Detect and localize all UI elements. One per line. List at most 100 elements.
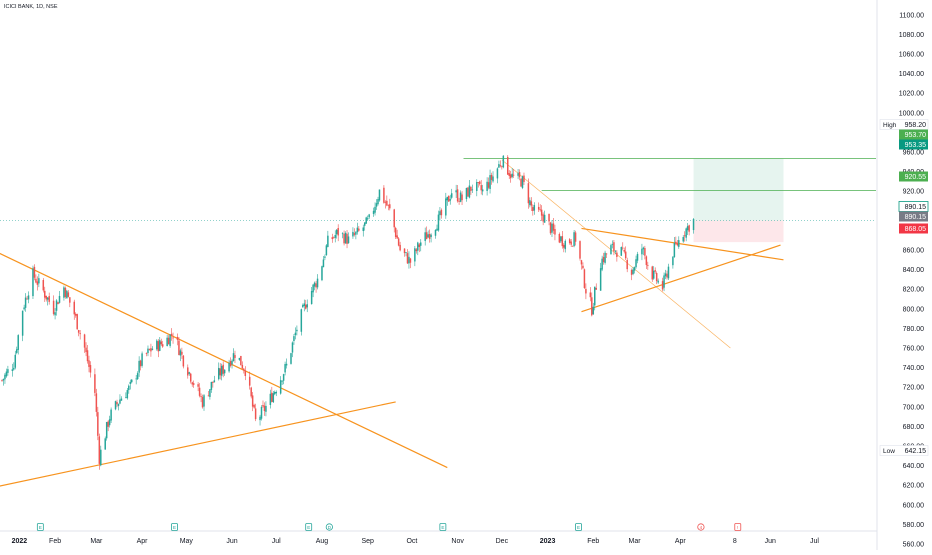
event-marker-alert[interactable] [697,523,705,531]
candle-body [532,207,534,212]
trendlines[interactable] [0,159,784,487]
candle-body [279,380,282,394]
event-marker-glyph: 4 [700,525,703,530]
candle-body [420,242,422,246]
candle-body [583,269,586,288]
candle-body [560,236,562,242]
candle-body [238,357,241,360]
candle-body [281,380,283,382]
candle-body [244,370,247,377]
loss-zone [693,220,784,243]
candle-body [85,347,87,353]
price-label-text: 642.15 [905,448,927,455]
candle-body [424,232,426,241]
trendline-rising-lower[interactable] [0,401,396,487]
candle-body [563,244,565,248]
candle-body [197,384,199,387]
candle-body [160,341,162,345]
candle-body [480,185,482,191]
candle-body [55,300,58,311]
price-label-box [899,129,928,140]
event-marker-dividend[interactable] [325,523,333,531]
candle-body [159,340,161,351]
candle-body [570,241,572,245]
candle-body [552,223,555,231]
candle-body [592,306,595,315]
candle-body [23,307,25,310]
candle-body [591,297,593,316]
candle-body [387,204,390,206]
candle-body [455,190,457,193]
candle-body [241,364,244,369]
event-marker-earnings[interactable] [171,523,178,531]
candle-body [651,266,654,280]
time-tick-label: Jul [272,538,281,545]
candle-body [508,173,510,177]
candle-body [97,412,99,436]
event-marker-earnings[interactable] [305,523,313,531]
candle-body [259,416,261,421]
candle-body [477,182,480,184]
candle-body [602,256,605,263]
candle-body [540,209,543,216]
candle-body [313,282,316,287]
candle-body [501,166,503,168]
candle-body [228,362,230,372]
candle-body [131,379,133,383]
candle-body [372,210,375,214]
candle-body [167,337,170,345]
candle-body [692,219,695,231]
price-tick-label: 580.00 [903,522,925,529]
candle-body [138,360,140,373]
event-marker-earnings[interactable] [439,523,447,531]
candle-body [601,258,603,270]
trendline-flat-upper[interactable] [581,227,784,261]
time-tick-label: 2022 [12,538,28,545]
time-axis[interactable]: 2022 Feb Mar Apr May Jun Jul Aug Sep Oct Nov Dec 202… [0,530,877,545]
event-marker-earnings[interactable] [36,523,44,531]
candle-body [145,353,148,354]
candle-body [346,233,348,245]
candle-body [580,260,583,265]
candle-body [172,337,174,339]
candle-body [95,393,98,412]
candle-body [399,244,401,251]
trendline-falling-upper[interactable] [0,251,448,469]
candle-body [192,383,195,385]
price-label-text: 890.15 [905,214,927,221]
candle-body [375,203,378,207]
event-marker-earnings[interactable] [575,523,582,531]
event-marker-earnings[interactable] [734,523,742,531]
candle-body [352,231,354,237]
price-tick-label: 720.00 [903,385,925,392]
candle-body [614,250,617,252]
candle-body [315,283,317,288]
candle-body [554,229,556,235]
candle-body [641,248,643,255]
candles [1,155,695,470]
candle-body [644,248,646,256]
event-markers[interactable]: E E E D E E 4! [36,523,742,531]
candle-body [253,405,255,408]
candle-body [542,214,544,222]
candle-body [148,349,151,350]
candle-body [626,259,628,270]
candle-body [686,226,689,231]
price-tick-label: 920.00 [903,189,925,196]
trendline-rising-2023[interactable] [581,244,781,313]
candle-body [414,248,416,262]
candle-body [88,360,90,367]
candle-body [232,353,235,362]
candle-body [589,292,592,298]
price-tick-label: 1040.00 [899,71,924,78]
price-axis[interactable]: 560.00580.00600.00620.00640.00660.00680.… [876,0,925,550]
candle-body [368,214,370,218]
candle-body [136,373,139,380]
candle-body [595,287,597,290]
price-tick-label: 960.00 [903,150,925,157]
candle-body [430,234,432,238]
candle-body [642,247,645,250]
candle-body [54,312,56,316]
